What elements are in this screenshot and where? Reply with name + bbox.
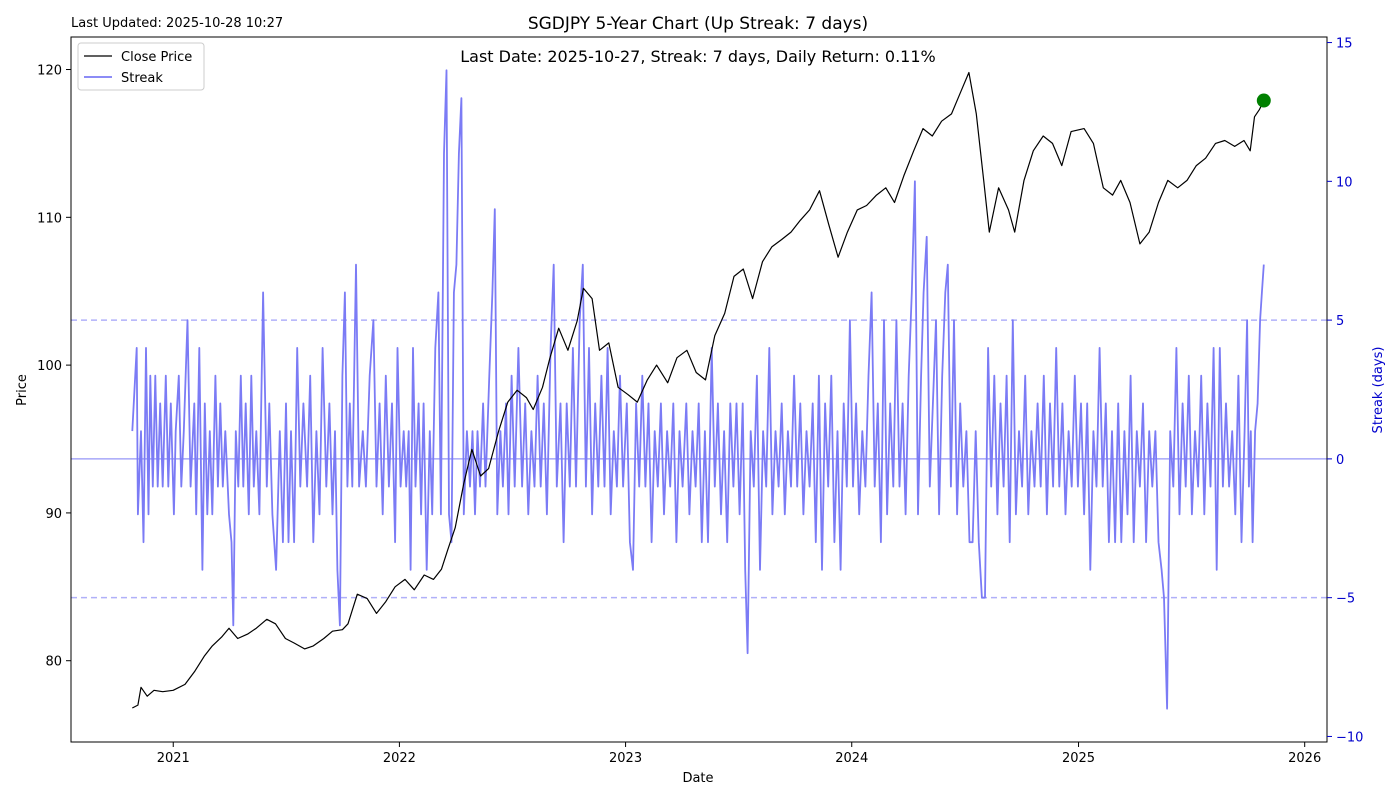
y-tick-label: 100 — [37, 359, 62, 374]
y2-axis-label: Streak (days) — [1371, 347, 1386, 434]
legend-box — [77, 42, 205, 91]
y-tick-label: 120 — [37, 64, 62, 79]
price-series-layer — [132, 71, 1265, 709]
chart-title: SGDJPY 5-Year Chart (Up Streak: 7 days) — [528, 14, 868, 34]
legend: Close Price Streak — [77, 42, 205, 91]
y2-tick-label: −5 — [1336, 592, 1355, 607]
last-price-marker — [1256, 93, 1271, 108]
chart-annotation: Last Date: 2025-10-27, Streak: 7 days, D… — [460, 47, 936, 66]
x-axis-ticks: 2021 2022 2023 2024 2025 2026 — [157, 742, 1321, 766]
y-tick-label: 90 — [45, 507, 62, 522]
y2-tick-label: 15 — [1336, 37, 1353, 52]
streak-series-layer — [131, 69, 1265, 710]
y-tick-label: 80 — [45, 655, 62, 670]
last-point-marker-layer — [1256, 93, 1271, 108]
x-tick-label: 2026 — [1288, 751, 1321, 766]
y2-axis-ticks: −10 −5 0 5 10 15 — [1327, 37, 1363, 745]
x-tick-label: 2025 — [1062, 751, 1095, 766]
streak-line — [131, 69, 1265, 710]
last-updated-label: Last Updated: 2025-10-28 10:27 — [71, 16, 283, 31]
y2-tick-label: −10 — [1336, 730, 1363, 745]
y2-tick-label: 10 — [1336, 175, 1353, 190]
x-tick-label: 2023 — [609, 751, 642, 766]
x-tick-label: 2021 — [157, 751, 190, 766]
y-axis-label: Price — [15, 374, 30, 406]
x-axis-label: Date — [682, 771, 713, 786]
y-axis-ticks: 80 90 100 110 120 — [37, 64, 71, 670]
y-tick-label: 110 — [37, 211, 62, 226]
x-tick-label: 2024 — [835, 751, 868, 766]
y2-tick-label: 5 — [1336, 314, 1344, 329]
close-price-line — [132, 71, 1265, 709]
plot-area — [71, 37, 1327, 742]
plot-frame — [70, 36, 1328, 743]
legend-label-close-price: Close Price — [121, 50, 192, 65]
y2-tick-label: 0 — [1336, 453, 1344, 468]
x-tick-label: 2022 — [383, 751, 416, 766]
legend-label-streak: Streak — [121, 71, 163, 86]
